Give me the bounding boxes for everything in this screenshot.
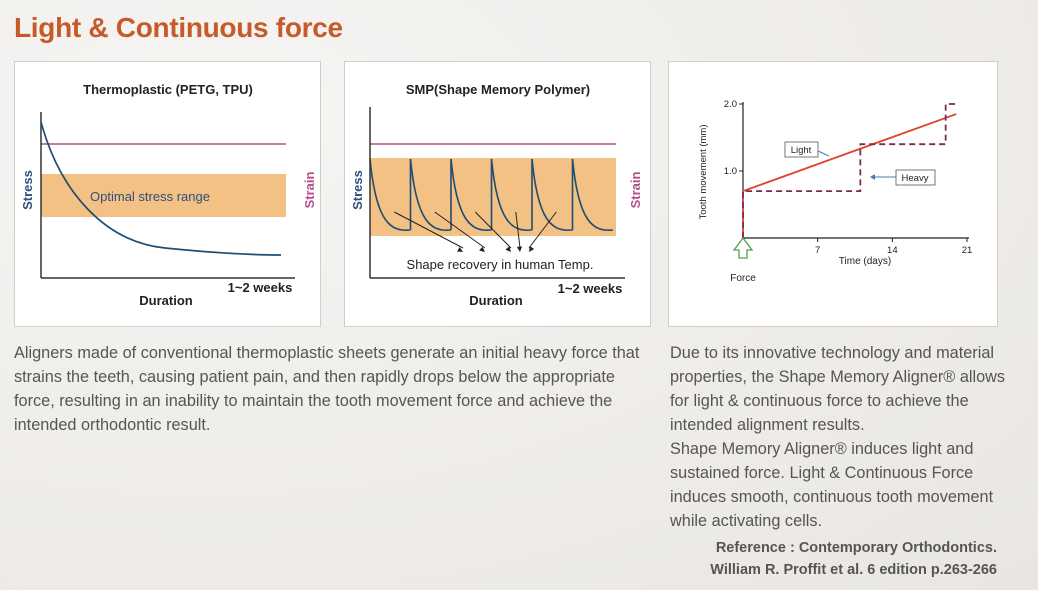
light-series-label: Light xyxy=(791,145,812,156)
smp-description: Due to its innovative technology and mat… xyxy=(670,341,1010,533)
smp-description-paragraph: Due to its innovative technology and mat… xyxy=(670,344,1006,434)
light-label-box xyxy=(784,141,819,158)
recovery-arrow xyxy=(394,211,464,249)
x-tick-label: 14 xyxy=(887,245,898,256)
force-label: Force xyxy=(730,273,756,284)
recovery-arrow-head xyxy=(516,246,523,252)
heavy-series-line xyxy=(742,103,957,238)
recovery-arrow xyxy=(515,211,521,249)
recovery-arrow-head xyxy=(505,246,511,252)
stress-cycle xyxy=(369,158,411,232)
recovery-arrow-head xyxy=(457,247,463,252)
thermoplastic-chart-panel: Thermoplastic (PETG, TPU) Optimal stress… xyxy=(14,61,321,327)
thermoplastic-chart: Thermoplastic (PETG, TPU) Optimal stress… xyxy=(20,82,317,308)
x-axis-label: Duration xyxy=(469,293,523,308)
reference: Reference : Contemporary Orthodontics. W… xyxy=(710,537,997,581)
x-annotation: 1~2 weeks xyxy=(558,281,623,296)
tooth-movement-chart-panel: 7 14 21 1.0 2.0 Light Heavy Force Time (days… xyxy=(668,61,998,327)
recovery-arrow xyxy=(434,211,486,249)
band-label: Optimal stress range xyxy=(90,189,210,204)
smp-chart: SMP(Shape Memory Polymer) Shape recovery… xyxy=(350,82,643,308)
chart-title: Thermoplastic (PETG, TPU) xyxy=(83,82,253,97)
y-tick-label: 1.0 xyxy=(724,166,737,177)
optimal-stress-band xyxy=(41,174,286,217)
smp-stress-sawtooth xyxy=(369,158,614,232)
recovery-annotation: Shape recovery in human Temp. xyxy=(407,257,594,272)
x-axis-label: Duration xyxy=(139,293,193,308)
x-axis-label: Time (days) xyxy=(839,256,891,267)
recovery-arrow xyxy=(528,211,557,249)
stress-cycle xyxy=(409,158,452,232)
y-axis-label: Tooth movement (mm) xyxy=(698,124,709,219)
right-axis-label: Strain xyxy=(302,172,317,209)
force-arrow-icon xyxy=(732,236,754,259)
recovery-arrow-head xyxy=(479,246,485,252)
recovery-arrow-head xyxy=(529,246,535,252)
recovery-arrows xyxy=(394,211,557,252)
heavy-series-label: Heavy xyxy=(902,173,929,184)
light-pointer xyxy=(817,150,830,157)
x-annotation: 1~2 weeks xyxy=(228,280,293,295)
page-title: Light & Continuous force xyxy=(14,12,343,43)
stress-curve xyxy=(40,121,282,256)
stress-cycle xyxy=(450,158,492,232)
heavy-pointer-head xyxy=(870,174,875,180)
stress-cycle xyxy=(571,158,614,232)
x-tick-label: 7 xyxy=(815,245,820,256)
y-axis-label: Stress xyxy=(20,170,35,210)
reference-line: William R. Proffit et al. 6 edition p.26… xyxy=(710,562,997,578)
smp-description-paragraph: Shape Memory Aligner® induces light and … xyxy=(670,440,994,530)
right-axis-label: Strain xyxy=(628,172,643,209)
stress-cycle xyxy=(490,158,533,232)
y-tick-label: 2.0 xyxy=(724,99,737,110)
tooth-movement-chart: 7 14 21 1.0 2.0 Light Heavy Force Time (days… xyxy=(698,99,973,284)
axis-ticks: 7 14 21 1.0 2.0 xyxy=(724,99,973,256)
recovery-arrow xyxy=(474,211,512,249)
y-axis-label: Stress xyxy=(350,170,365,210)
stress-cycle xyxy=(531,158,573,232)
chart-title: SMP(Shape Memory Polymer) xyxy=(406,82,590,97)
thermoplastic-description: Aligners made of conventional thermoplas… xyxy=(14,344,640,434)
x-tick-label: 21 xyxy=(962,245,973,256)
smp-chart-panel: SMP(Shape Memory Polymer) Shape recovery… xyxy=(344,61,651,327)
reference-line: Reference : Contemporary Orthodontics. xyxy=(715,540,997,556)
